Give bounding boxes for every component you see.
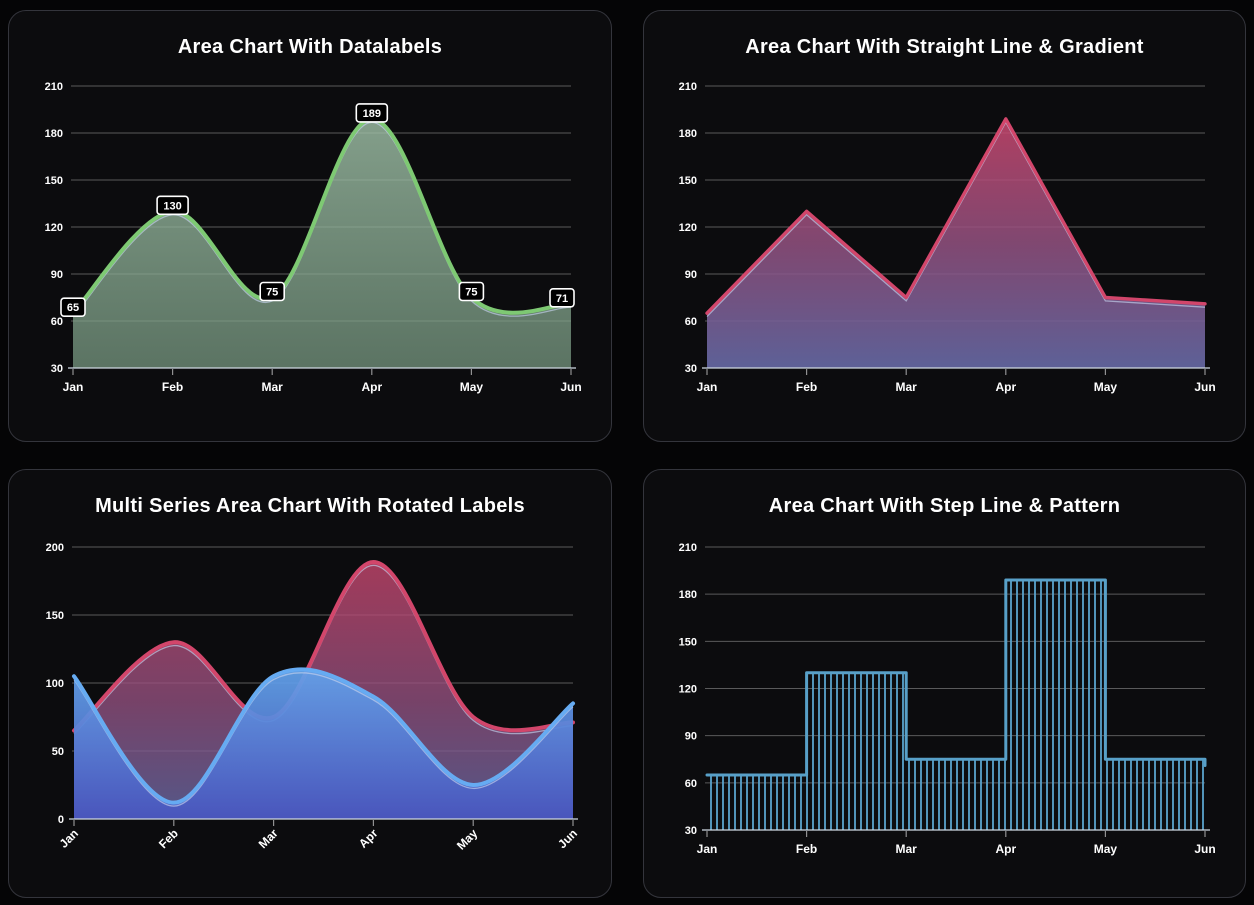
y-axis-label: 210 [679, 542, 697, 554]
series-line [705, 117, 1207, 315]
x-axis-label: Feb [796, 842, 817, 856]
y-axis-label: 120 [679, 684, 697, 696]
data-label-box [458, 281, 485, 302]
data-label: 189 [355, 103, 389, 123]
data-label-box [60, 297, 86, 317]
area-fill [707, 118, 1205, 369]
series-line [72, 559, 575, 733]
x-axis-label: Apr [995, 380, 1016, 394]
chart-card-datalabels: Area Chart With Datalabels Jan Feb Mar Apr M… [8, 10, 612, 442]
data-label-box [549, 287, 575, 308]
data-label-box [355, 103, 389, 123]
y-axis-label: 200 [46, 542, 64, 554]
area-fill [73, 118, 571, 369]
step-area-chart: Jan Feb Mar Apr May Jun 210 180 150 120 90 60 30 [679, 542, 1216, 856]
chart-title: Area Chart With Datalabels [177, 36, 443, 58]
x-axis-label: Feb [156, 826, 181, 851]
data-label-box [259, 281, 285, 302]
area-fill [707, 580, 1205, 830]
data-label-box [156, 195, 189, 216]
data-label: 75 [458, 281, 485, 302]
y-axis-label: 120 [45, 222, 63, 234]
series-line [705, 578, 1207, 777]
x-axis-label: Feb [796, 380, 817, 394]
y-axis-label: 180 [679, 589, 697, 601]
y-axis-label: 30 [685, 825, 697, 837]
x-axis-label: May [1094, 380, 1118, 394]
chart-card-gradient: Area Chart With Straight Line & Gradient… [643, 10, 1246, 442]
data-label: 71 [549, 287, 575, 308]
y-axis-label: 180 [45, 128, 63, 140]
y-axis-label: 90 [685, 731, 697, 743]
y-axis-label: 150 [46, 610, 64, 622]
chart-title: Area Chart With Straight Line & Gradient [745, 36, 1144, 58]
y-axis-label: 210 [45, 81, 63, 93]
y-axis-label: 0 [58, 814, 64, 826]
x-axis-label: Mar [896, 842, 918, 856]
data-label-value: 75 [266, 287, 278, 299]
y-axis-label: 30 [685, 363, 697, 375]
x-axis-label: Apr [356, 826, 381, 851]
y-axis-label: 30 [51, 363, 63, 375]
y-axis-label: 150 [45, 175, 63, 187]
chart-title: Multi Series Area Chart With Rotated Lab… [95, 495, 525, 517]
chart-card-step-pattern: Area Chart With Step Line & Pattern Jan F… [643, 469, 1246, 898]
y-axis-label: 60 [51, 316, 63, 328]
data-label-value: 75 [465, 287, 477, 299]
x-axis-label: May [1094, 842, 1118, 856]
y-axis-label: 120 [679, 222, 697, 234]
x-axis-label: Mar [262, 380, 284, 394]
x-axis-label: Jun [1194, 380, 1215, 394]
series-line [72, 667, 575, 805]
x-axis-label: Mar [256, 826, 281, 851]
y-axis-label: 210 [679, 81, 697, 93]
y-axis-label: 90 [685, 269, 697, 281]
data-label: 130 [156, 195, 189, 216]
x-axis-label: Jan [57, 826, 82, 851]
y-axis-label: 90 [51, 269, 63, 281]
area-inner-highlight-line [73, 672, 574, 807]
x-axis-label: Apr [995, 842, 1016, 856]
y-axis-label: 100 [46, 678, 64, 690]
gradient-area-chart: Jan Feb Mar Apr May Jun 210 180 150 120 90 60 30 [679, 81, 1216, 394]
x-axis-label: Jun [555, 826, 580, 851]
y-axis-label: 150 [679, 175, 697, 187]
data-label-value: 130 [163, 200, 181, 212]
datalabels-area-chart: Jan Feb Mar Apr May Jun 210 180 150 120 90 60 30 65 13… [45, 81, 582, 394]
x-axis-label: Jun [1194, 842, 1215, 856]
x-axis-label: Jan [63, 380, 84, 394]
y-axis-label: 50 [52, 746, 64, 758]
data-label: 65 [60, 297, 86, 317]
y-axis-label: 60 [685, 778, 697, 790]
x-axis-label: Jan [697, 842, 718, 856]
data-label-value: 71 [556, 293, 568, 305]
x-axis-label: Jun [560, 380, 581, 394]
x-axis-label: May [460, 380, 484, 394]
y-axis-label: 150 [679, 636, 697, 648]
area-fill [74, 669, 573, 819]
chart-card-multi-series: Multi Series Area Chart With Rotated Lab… [8, 469, 612, 898]
x-axis-label: Mar [896, 380, 918, 394]
data-label: 75 [259, 281, 285, 302]
y-axis-label: 180 [679, 128, 697, 140]
chart-title: Area Chart With Step Line & Pattern [768, 495, 1121, 517]
data-label-value: 65 [67, 302, 79, 314]
y-axis-label: 60 [685, 316, 697, 328]
x-axis-label: Apr [361, 380, 382, 394]
multi-series-area-chart: Jan Feb Mar Apr May Jun 200 150 100 50 0 [46, 542, 580, 853]
x-axis-label: May [454, 826, 481, 853]
x-axis-label: Feb [162, 380, 183, 394]
data-label-value: 189 [363, 108, 381, 120]
x-axis-label: Jan [697, 380, 718, 394]
